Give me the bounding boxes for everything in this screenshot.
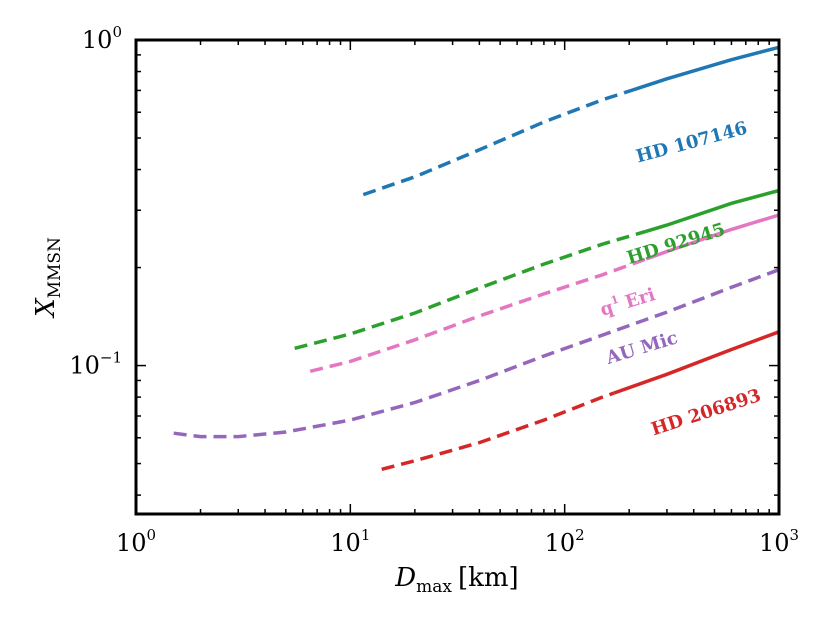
series-label: HD 206893 [649, 385, 764, 440]
series-label: AU Mic [603, 327, 681, 369]
x-tick-label: 101 [330, 526, 370, 557]
series-label: HD 92945 [625, 219, 728, 269]
series-line-dashed [173, 268, 780, 439]
series-line-solid [645, 188, 780, 233]
x-tick-label: 100 [116, 526, 156, 557]
series-layer [173, 45, 780, 471]
ticks-layer [135, 39, 779, 514]
x-tick-label: 102 [545, 526, 585, 557]
series-line-solid [613, 330, 780, 395]
series-line-solid [645, 213, 780, 261]
series-line-dashed [362, 91, 625, 197]
plot-frame [134, 38, 781, 516]
y-tick-label: 10−1 [69, 349, 122, 380]
ticklabels-layer: 100 101 102 103 10−1 100 [69, 23, 799, 557]
series-label: HD 107146 [634, 118, 750, 168]
series-line-solid [623, 45, 780, 95]
y-axis-title: XMMSN [31, 237, 65, 319]
x-axis-title: Dmax [km] [394, 563, 518, 597]
y-tick-label: 100 [82, 23, 122, 54]
x-tick-label: 103 [759, 526, 799, 557]
series-line-dashed [309, 257, 647, 373]
series-label: q1 Eri [597, 282, 658, 321]
series-line-dashed [381, 391, 615, 471]
series-line-dashed [294, 229, 647, 350]
